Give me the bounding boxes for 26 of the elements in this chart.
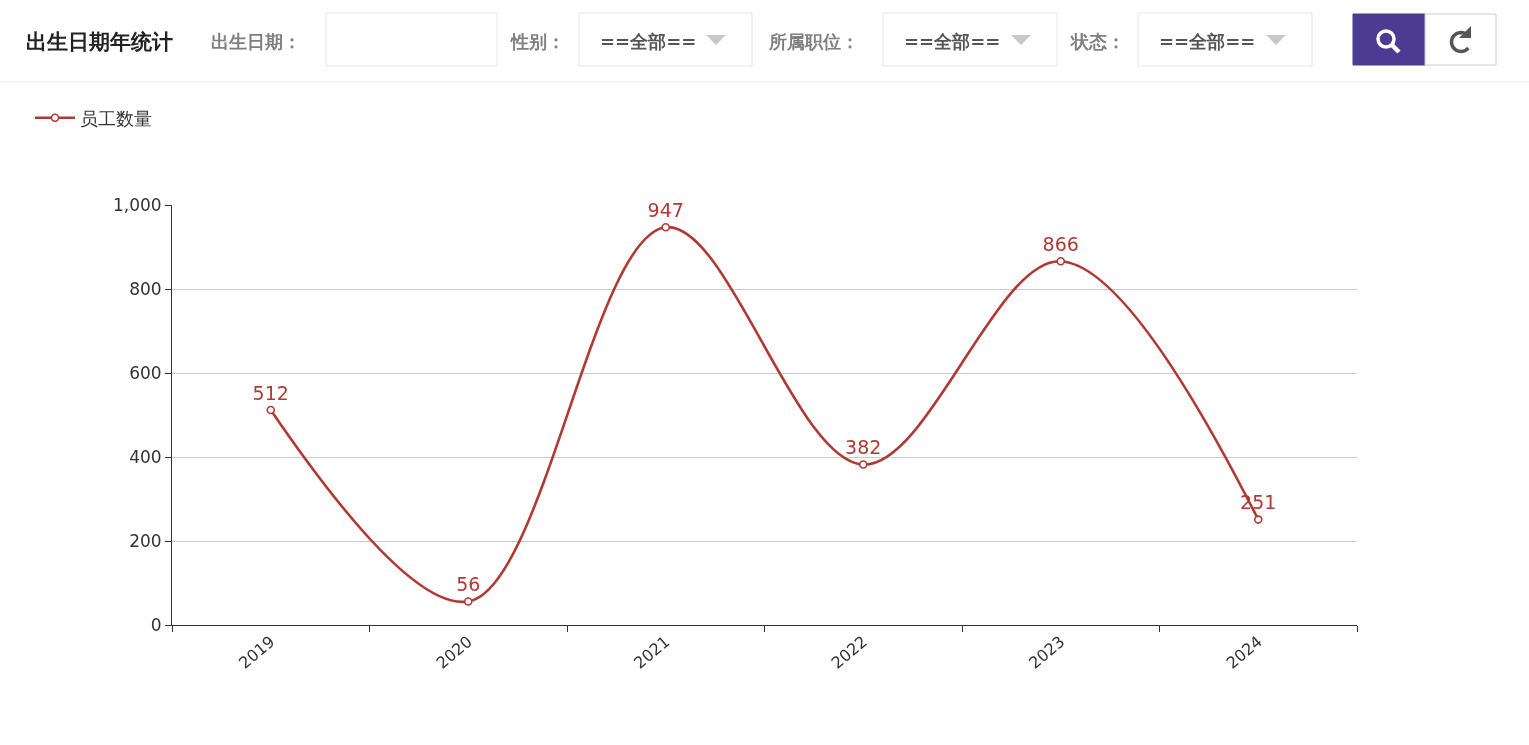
point bbox=[1056, 256, 1066, 266]
text: ==全部== bbox=[904, 31, 1001, 52]
data-label: 382 bbox=[845, 436, 882, 459]
text: 所属职位： bbox=[768, 31, 859, 52]
text: 性别： bbox=[510, 31, 565, 52]
text: ==全部== bbox=[600, 31, 697, 52]
data-label: 947 bbox=[647, 199, 684, 222]
y-tick-label: 200 bbox=[129, 530, 162, 551]
y-tick-label: 800 bbox=[129, 278, 162, 299]
text: ==全部== bbox=[1159, 31, 1256, 52]
y-tick-label: 600 bbox=[129, 362, 162, 383]
data-label: 512 bbox=[252, 381, 289, 404]
text: 出生日期： bbox=[211, 31, 301, 52]
point bbox=[661, 222, 671, 232]
point bbox=[1253, 515, 1263, 524]
legend-label: 员工数量 bbox=[80, 107, 152, 129]
y-tick-label: 1,000 bbox=[112, 194, 162, 215]
data-label: 866 bbox=[1042, 233, 1079, 256]
chart-title: 出生日期年统计 bbox=[26, 30, 173, 55]
y-tick-label: 400 bbox=[129, 446, 162, 467]
point bbox=[266, 405, 276, 415]
point bbox=[463, 597, 473, 606]
data-label: 56 bbox=[456, 573, 481, 596]
y-tick-label: 0 bbox=[150, 614, 162, 635]
point bbox=[858, 460, 868, 469]
text: 状态： bbox=[1069, 31, 1125, 52]
